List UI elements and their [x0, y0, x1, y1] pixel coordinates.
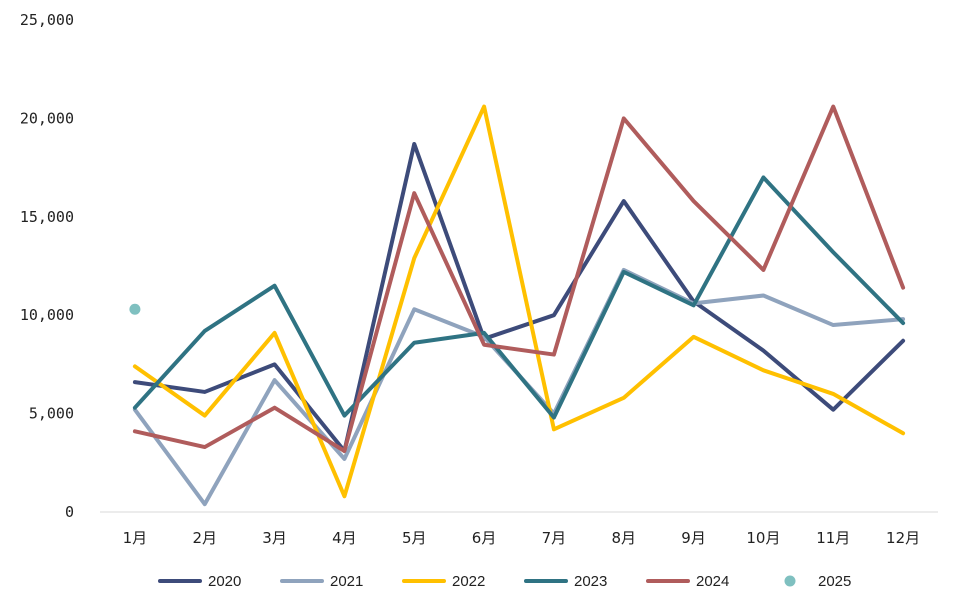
series-2023-line	[132, 175, 906, 420]
x-axis-ticks: 1月 2月 3月 4月 5月 6月 7月 8月 9月 10月 11月 12月	[123, 529, 920, 547]
x-tick-label: 7月	[542, 529, 567, 547]
legend-label-2020: 2020	[208, 573, 241, 590]
legend-label-2022: 2022	[452, 573, 485, 590]
x-tick-label: 11月	[816, 529, 850, 547]
x-tick-label: 6月	[472, 529, 497, 547]
y-tick-label: 20,000	[20, 109, 74, 127]
legend-label-2023: 2023	[574, 573, 607, 590]
x-tick-label: 5月	[402, 529, 427, 547]
y-tick-label: 0	[65, 503, 74, 521]
legend-label-2021: 2021	[330, 573, 363, 590]
x-tick-label: 10月	[746, 529, 780, 547]
x-tick-label: 12月	[886, 529, 920, 547]
x-tick-label: 1月	[123, 529, 148, 547]
legend-label-2025: 2025	[818, 573, 851, 590]
series-2021-line	[132, 267, 906, 507]
x-tick-label: 8月	[611, 529, 636, 547]
legend-label-2024: 2024	[696, 573, 729, 590]
x-tick-label: 9月	[681, 529, 706, 547]
x-tick-label: 3月	[262, 529, 287, 547]
series-2020-line	[132, 141, 906, 453]
legend: 2020 2021 2022 2023 2024 2025	[158, 573, 851, 590]
legend-marker-2025	[784, 575, 796, 587]
y-tick-label: 10,000	[20, 306, 74, 324]
y-tick-label: 15,000	[20, 208, 74, 226]
series-2022-line	[132, 104, 906, 499]
y-axis-ticks: 0 5,000 10,000 15,000 20,000 25,000	[20, 11, 74, 521]
y-tick-label: 25,000	[20, 11, 74, 29]
series-2024-line	[132, 104, 906, 453]
series-lines	[129, 104, 906, 507]
series-2025-point	[129, 303, 141, 315]
y-tick-label: 5,000	[29, 405, 74, 423]
x-tick-label: 2月	[192, 529, 217, 547]
x-tick-label: 4月	[332, 529, 357, 547]
